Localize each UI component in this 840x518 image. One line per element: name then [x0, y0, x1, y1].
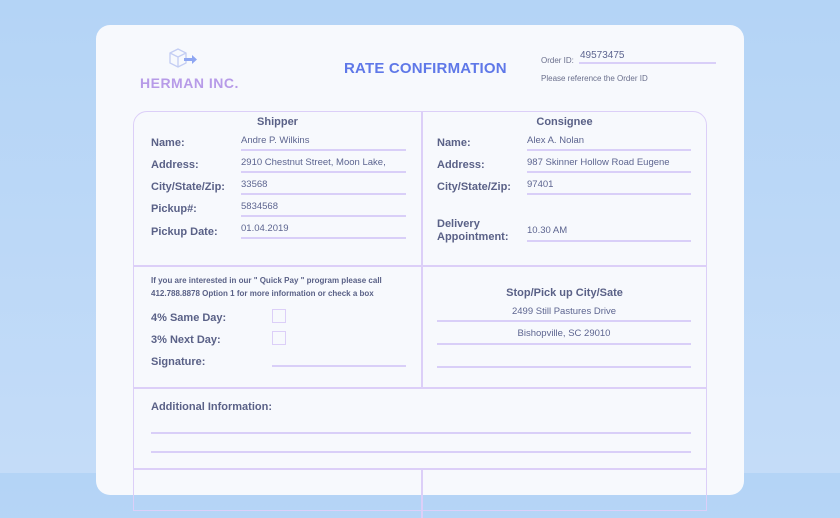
- order-id-label: Order ID:: [541, 56, 574, 65]
- consignee-address-field[interactable]: 987 Skinner Hollow Road Eugene: [527, 157, 670, 168]
- rate-confirmation-card: HERMAN INC. RATE CONFIRMATION Order ID: …: [96, 25, 744, 518]
- page-title: RATE CONFIRMATION: [344, 60, 507, 77]
- underline: [241, 149, 406, 151]
- underline: [437, 343, 691, 345]
- consignee-name-label: Name:: [437, 137, 471, 149]
- next-day-label: 3% Next Day:: [151, 334, 221, 346]
- underline: [527, 171, 691, 173]
- divider: [421, 468, 423, 518]
- shipper-city-label: City/State/Zip:: [151, 181, 225, 193]
- consignee-address-label: Address:: [437, 159, 485, 171]
- stop-line-1[interactable]: 2499 Still Pastures Drive: [511, 306, 617, 317]
- underline: [241, 215, 406, 217]
- divider: [134, 387, 706, 389]
- consignee-delivery-label: Delivery Appointment:: [437, 218, 509, 243]
- next-day-checkbox[interactable]: [272, 331, 286, 345]
- same-day-label: 4% Same Day:: [151, 312, 227, 324]
- quickpay-note-2: 412.788.8878 Option 1 for more informati…: [151, 289, 374, 298]
- underline: [437, 366, 691, 368]
- shipper-date-label: Pickup Date:: [151, 226, 218, 238]
- underline: [241, 193, 406, 195]
- consignee-heading: Consignee: [536, 116, 593, 128]
- underline: [241, 171, 406, 173]
- additional-info-line-2[interactable]: [151, 451, 691, 453]
- shipper-pickup-label: Pickup#:: [151, 203, 197, 215]
- shipper-address-field[interactable]: 2910 Chestnut Street, Moon Lake,: [241, 157, 386, 168]
- signature-label: Signature:: [151, 356, 206, 368]
- rate-form: Shipper Consignee Name: Andre P. Wilkins…: [133, 111, 707, 518]
- consignee-delivery-field[interactable]: 10.30 AM: [527, 225, 568, 236]
- shipper-date-field[interactable]: 01.04.2019: [241, 223, 289, 234]
- box-logo-icon: [169, 48, 197, 68]
- order-id-underline: [579, 62, 716, 64]
- same-day-checkbox[interactable]: [272, 309, 286, 323]
- stop-line-2[interactable]: Bishopville, SC 29010: [517, 328, 611, 339]
- order-id-value[interactable]: 49573475: [580, 50, 625, 61]
- underline: [437, 320, 691, 322]
- additional-info-label: Additional Information:: [151, 401, 272, 413]
- stop-heading: Stop/Pick up City/Sate: [506, 287, 623, 299]
- additional-info-line-1[interactable]: [151, 432, 691, 434]
- signature-field[interactable]: [272, 365, 406, 367]
- underline: [527, 193, 691, 195]
- divider: [134, 468, 706, 470]
- shipper-name-label: Name:: [151, 137, 185, 149]
- company-logo-text: HERMAN INC.: [140, 75, 239, 91]
- consignee-name-field[interactable]: Alex A. Nolan: [527, 135, 585, 146]
- divider: [134, 265, 706, 267]
- shipper-address-label: Address:: [151, 159, 199, 171]
- shipper-name-field[interactable]: Andre P. Wilkins: [241, 135, 310, 146]
- underline: [241, 237, 406, 239]
- consignee-city-label: City/State/Zip:: [437, 181, 511, 193]
- shipper-city-field[interactable]: 33568: [241, 179, 268, 190]
- consignee-city-field[interactable]: 97401: [527, 179, 554, 190]
- underline: [527, 149, 691, 151]
- shipper-heading: Shipper: [257, 116, 298, 128]
- shipper-pickup-field[interactable]: 5834568: [241, 201, 278, 212]
- quickpay-note-1: If you are interested in our " Quick Pay…: [151, 276, 382, 285]
- underline: [527, 240, 691, 242]
- order-id-note: Please reference the Order ID: [541, 74, 648, 83]
- divider: [421, 112, 423, 387]
